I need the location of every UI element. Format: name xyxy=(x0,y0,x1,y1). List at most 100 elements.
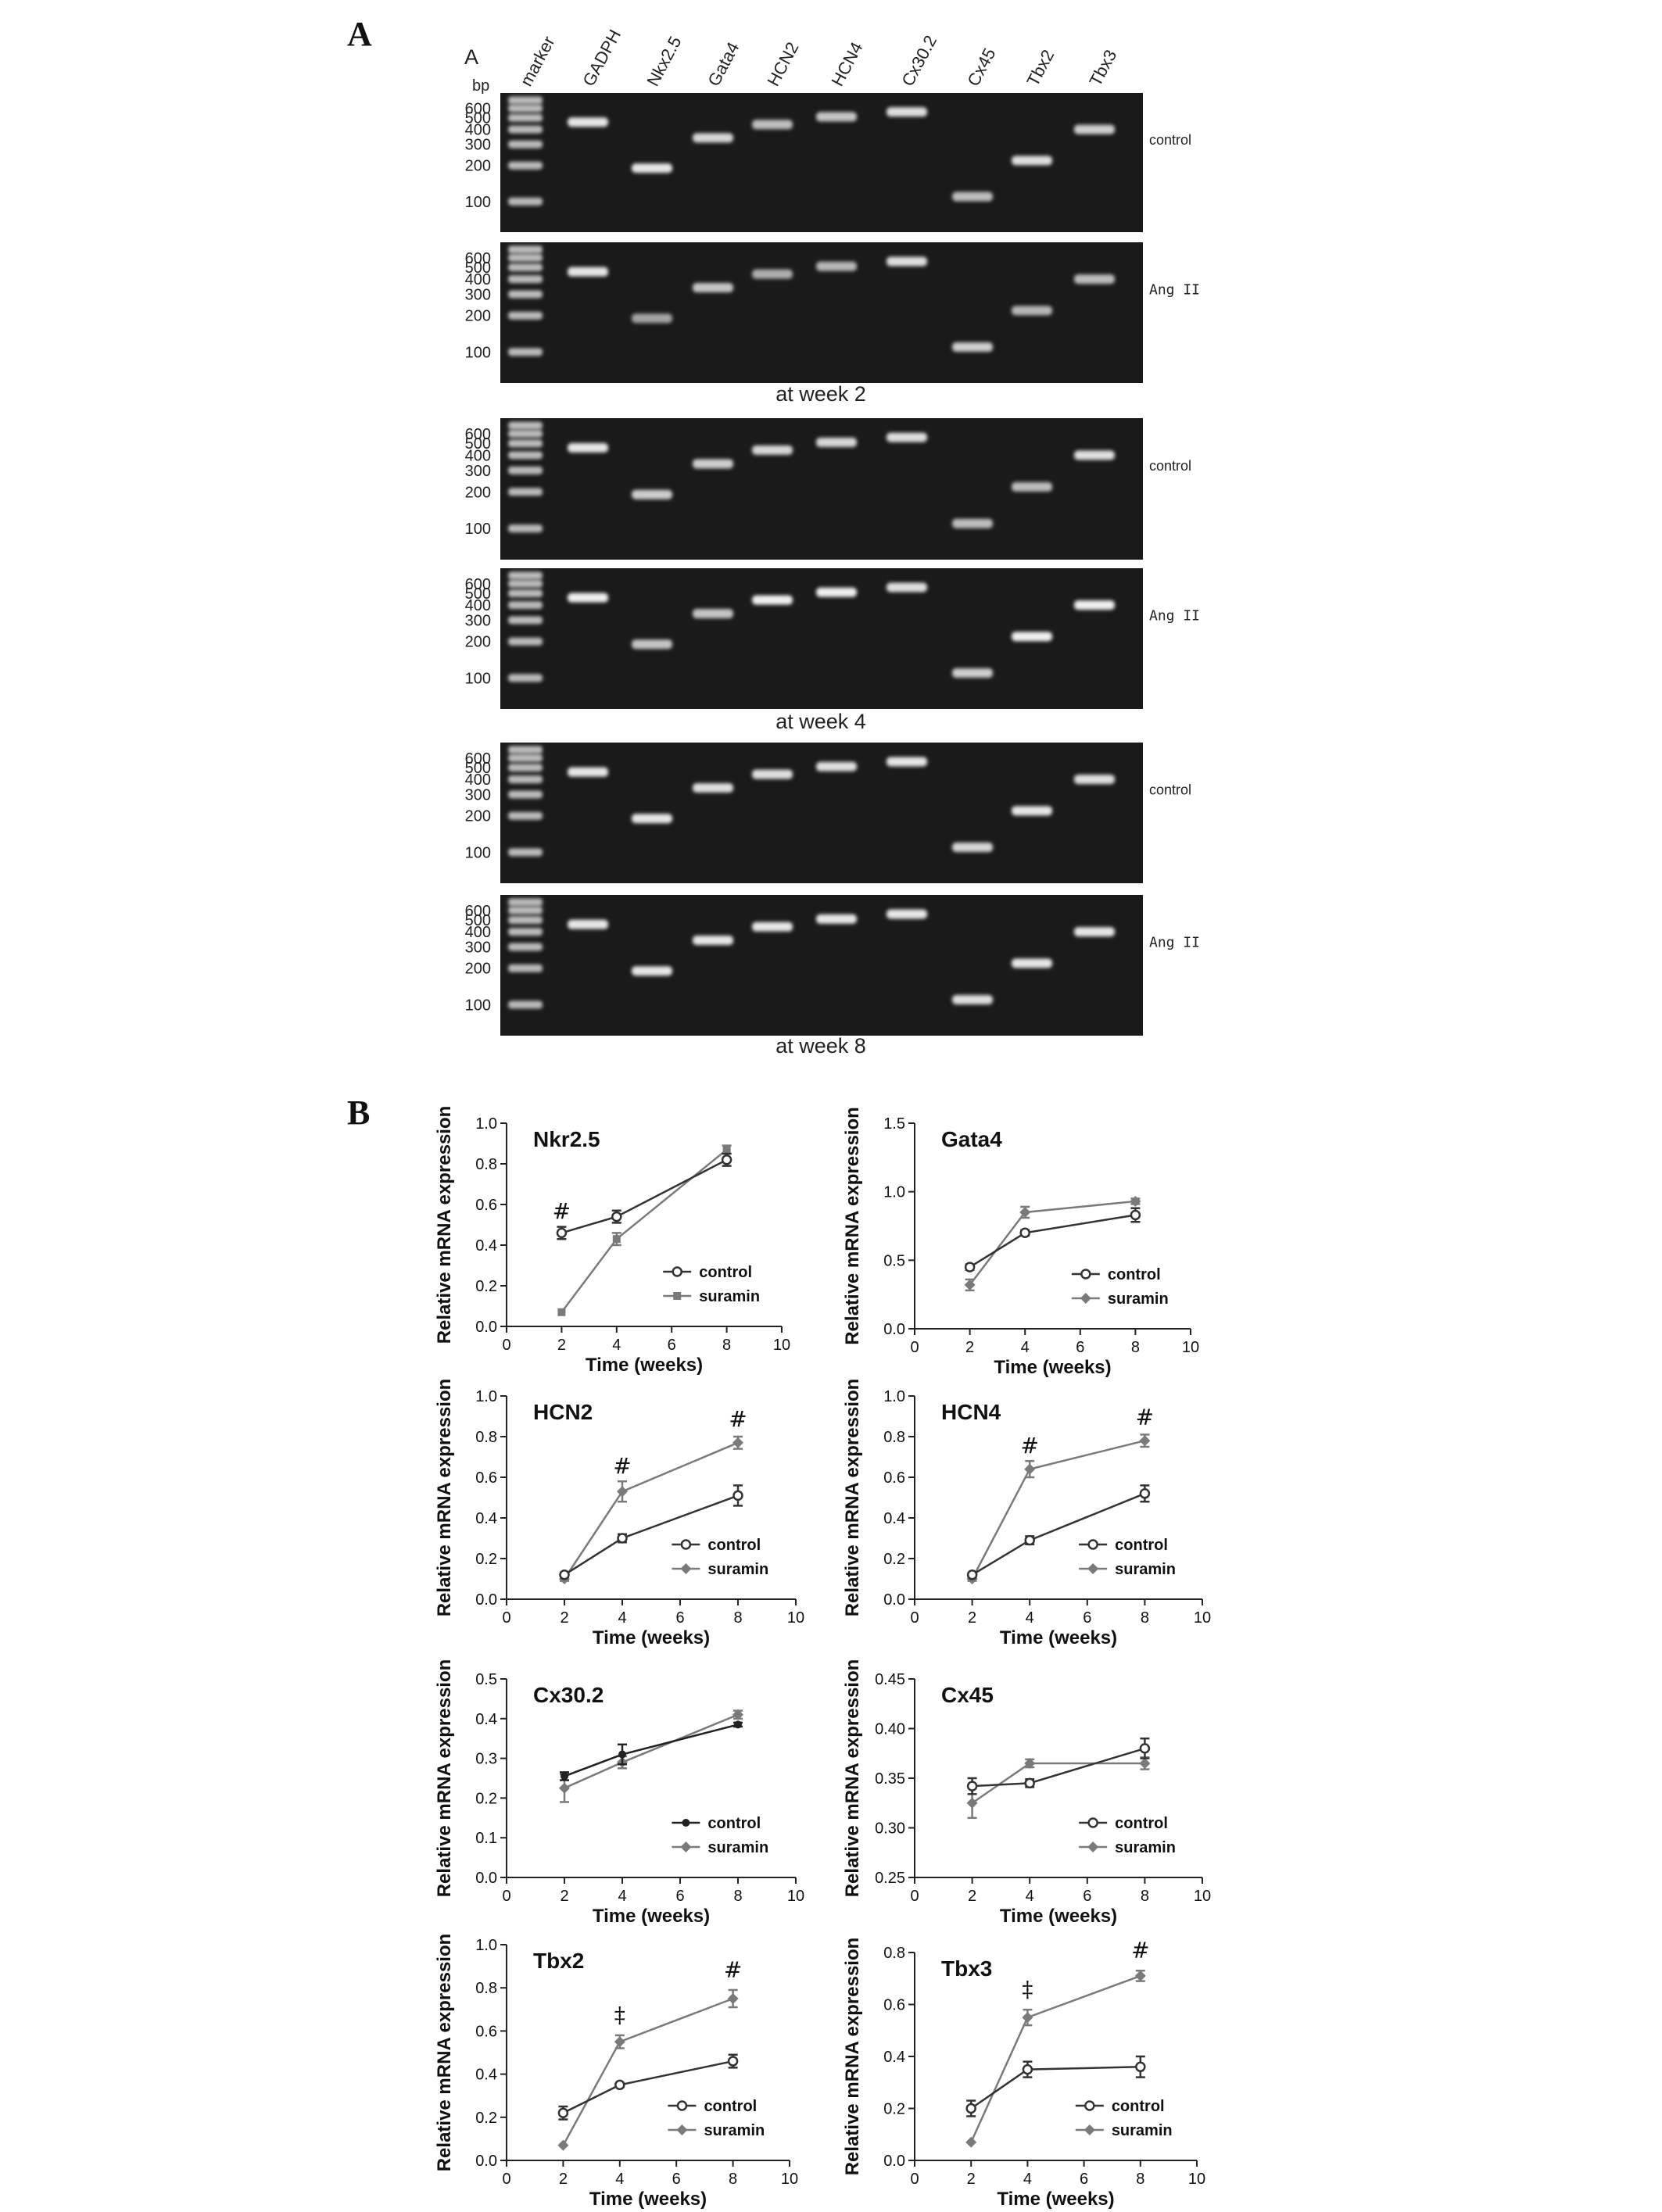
data-point xyxy=(561,1772,568,1781)
sample-band xyxy=(632,489,672,499)
x-tick-label: 6 xyxy=(672,2171,681,2188)
x-tick-label: 0 xyxy=(910,2171,919,2188)
lane-label-GADPH: GADPH xyxy=(578,27,625,90)
marker-band xyxy=(508,245,543,254)
marker-band xyxy=(508,488,543,496)
y-tick-label: 0.40 xyxy=(875,1721,905,1738)
x-tick-label: 8 xyxy=(733,1888,742,1905)
y-tick-label: 0.4 xyxy=(475,2067,497,2084)
series-line xyxy=(969,1214,1136,1269)
y-axis-label: Relative mRNA expression xyxy=(434,1659,455,1898)
data-point xyxy=(1130,1195,1141,1207)
x-tick-label: 8 xyxy=(1136,2171,1144,2188)
data-point xyxy=(734,1720,742,1729)
marker-band xyxy=(508,790,543,799)
series-suramin xyxy=(964,1195,1141,1292)
legend-label-suramin: suramin xyxy=(1115,1839,1176,1856)
sample-band xyxy=(632,966,672,976)
y-tick-label: 0.1 xyxy=(475,1830,497,1847)
marker-size-label: 400 xyxy=(465,447,491,464)
sample-band xyxy=(568,117,608,127)
sample-band xyxy=(1012,958,1052,968)
y-tick-label: 0.2 xyxy=(475,1790,497,1807)
sample-band xyxy=(816,587,857,597)
marker-size-label: 400 xyxy=(465,122,491,139)
marker-band xyxy=(508,290,543,299)
significance-mark: # xyxy=(724,1956,742,1982)
marker-size-label: 600 xyxy=(465,426,491,443)
marker-size-label: 200 xyxy=(465,308,491,325)
gel-figure: Abp marker GADPH Nkx2.5 Gata4 HCN2 HCN4 Cx30.2 C… xyxy=(464,27,1200,1058)
sample-band xyxy=(887,582,927,592)
series-control xyxy=(964,1207,1141,1272)
lane-label-Tbx3: Tbx3 xyxy=(1085,46,1120,89)
marker-band xyxy=(508,764,543,772)
marker-size-label: 600 xyxy=(465,903,491,920)
y-tick-label: 0.8 xyxy=(883,1429,905,1446)
marker-band xyxy=(508,140,543,149)
group-label: control xyxy=(1149,132,1191,148)
significance-mark: # xyxy=(1131,1938,1149,1963)
marker-band xyxy=(508,161,543,170)
data-point xyxy=(559,1782,570,1794)
marker-band xyxy=(508,104,543,113)
x-axis-label: Time (weeks) xyxy=(994,1357,1111,1378)
x-axis-label: Time (weeks) xyxy=(997,2189,1114,2210)
significance-mark: # xyxy=(1136,1404,1154,1430)
x-tick-label: 10 xyxy=(787,1888,804,1905)
series-suramin xyxy=(559,1709,743,1803)
marker-size-label: 500 xyxy=(465,912,491,929)
y-tick-label: 1.5 xyxy=(883,1115,905,1133)
timepoint-label: at week 4 xyxy=(775,710,866,733)
series-suramin xyxy=(557,1988,739,2151)
marker-band xyxy=(508,811,543,820)
sample-band xyxy=(1074,274,1115,285)
y-tick-label: 0.2 xyxy=(475,2110,497,2127)
marker-size-label: 200 xyxy=(465,961,491,978)
gel-inner-label: A xyxy=(464,45,478,69)
x-tick-label: 10 xyxy=(787,1609,804,1627)
marker-band xyxy=(508,753,543,762)
x-tick-label: 10 xyxy=(1182,1339,1199,1356)
marker-band xyxy=(508,964,543,972)
marker-band xyxy=(508,906,543,915)
y-tick-label: 0.0 xyxy=(475,1591,497,1609)
x-tick-label: 6 xyxy=(675,1888,684,1905)
y-tick-label: 0.4 xyxy=(883,2049,905,2066)
data-point xyxy=(557,1308,566,1316)
sample-band xyxy=(816,437,857,447)
marker-size-label: 300 xyxy=(465,286,491,303)
marker-size-label: 100 xyxy=(465,997,491,1014)
y-tick-label: 0.30 xyxy=(875,1820,905,1838)
data-point xyxy=(1130,1209,1141,1221)
sample-band xyxy=(693,459,733,469)
y-tick-label: 0.0 xyxy=(883,2153,905,2170)
data-point xyxy=(1024,1757,1036,1769)
x-tick-label: 4 xyxy=(618,1888,626,1905)
sample-band xyxy=(1012,632,1052,642)
legend-label-control: control xyxy=(1108,1266,1161,1283)
y-axis-label: Relative mRNA expression xyxy=(842,1938,863,2176)
marker-size-label: 200 xyxy=(465,634,491,651)
legend-label-control: control xyxy=(704,2098,757,2115)
sample-band xyxy=(816,914,857,924)
marker-size-label: 300 xyxy=(465,786,491,804)
x-tick-label: 0 xyxy=(910,1339,919,1356)
y-tick-label: 0.4 xyxy=(475,1237,497,1255)
sample-band xyxy=(568,592,608,603)
legend-label-suramin: suramin xyxy=(1115,1561,1176,1578)
marker-band xyxy=(508,775,543,784)
marker-size-label: 600 xyxy=(465,250,491,267)
x-tick-label: 10 xyxy=(781,2171,798,2188)
x-tick-label: 6 xyxy=(1080,2171,1088,2188)
x-axis-label: Time (weeks) xyxy=(1000,1906,1117,1927)
series-line xyxy=(971,1762,1145,1804)
sample-band xyxy=(952,342,993,352)
series-control xyxy=(965,2055,1146,2117)
x-tick-label: 0 xyxy=(502,1888,510,1905)
marker-size-label: 300 xyxy=(465,612,491,629)
marker-band xyxy=(508,589,543,598)
chart-title: HCN4 xyxy=(941,1400,1001,1424)
x-tick-label: 8 xyxy=(722,1337,731,1354)
